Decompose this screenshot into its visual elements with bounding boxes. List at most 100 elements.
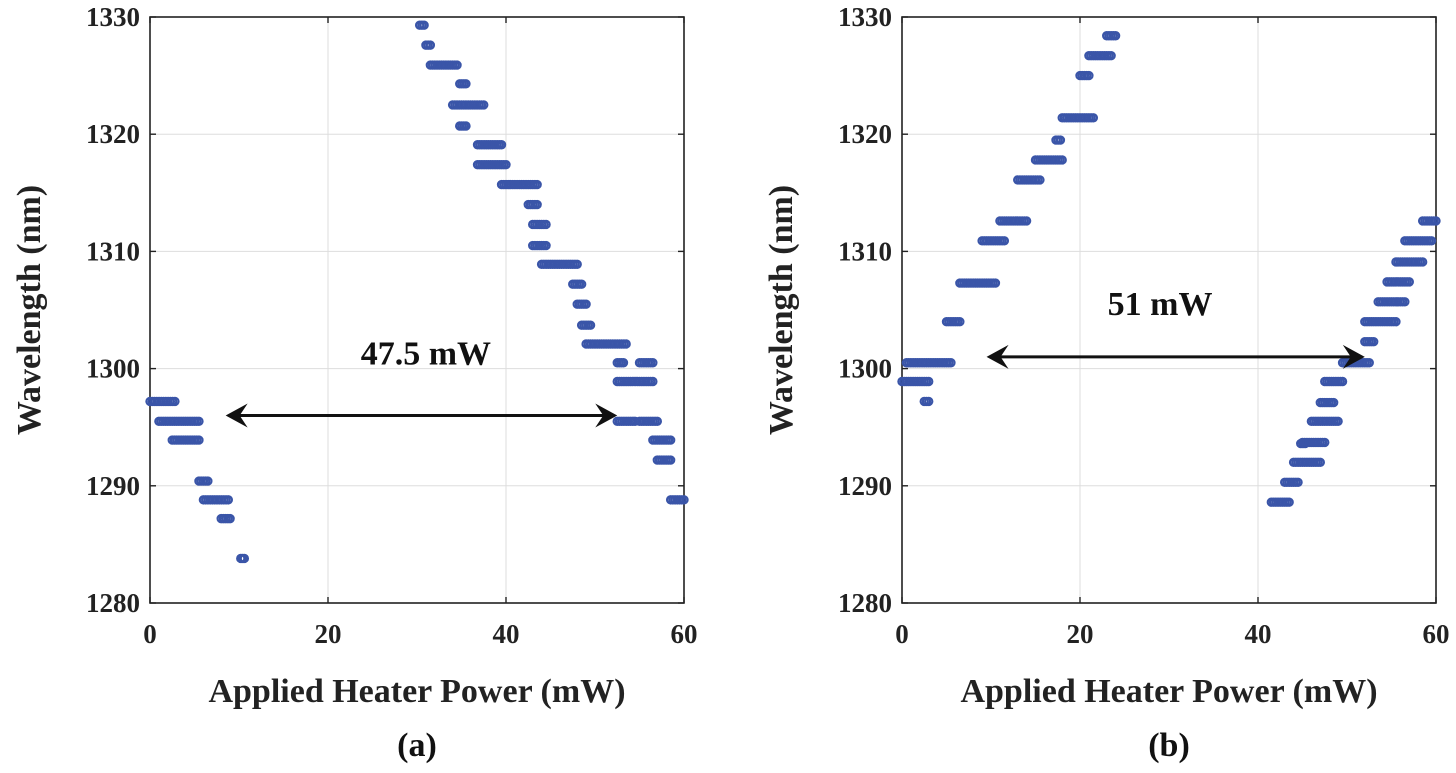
y-tick-label: 1330: [86, 2, 140, 32]
y-tick-label: 1330: [838, 2, 892, 32]
y-tick-label: 1290: [838, 471, 892, 501]
data-point: [541, 240, 551, 251]
data-point: [1293, 477, 1303, 487]
x-axis-label: Applied Heater Power (mW): [208, 673, 625, 710]
data-point: [924, 376, 934, 387]
data-point: [239, 553, 250, 564]
annotation-text: 47.5 mW: [361, 335, 491, 372]
data-points: [145, 20, 689, 564]
plot-frame: [149, 16, 685, 604]
data-point: [1315, 457, 1326, 468]
x-tick-label: 40: [1245, 619, 1272, 649]
x-axis-label: Applied Heater Power (mW): [960, 673, 1377, 710]
data-point: [621, 339, 631, 349]
y-tick-label: 1310: [86, 236, 140, 266]
data-point: [1391, 317, 1401, 327]
data-point: [203, 476, 213, 486]
data-point: [679, 495, 689, 505]
data-point: [1057, 155, 1067, 165]
x-tick-label: 20: [315, 619, 342, 649]
data-point: [1320, 437, 1330, 448]
data-point: [541, 219, 551, 230]
data-point: [955, 317, 965, 327]
data-point: [1110, 31, 1121, 41]
y-tick-label: 1310: [838, 236, 892, 266]
x-tick-label: 20: [1067, 619, 1094, 649]
data-point: [1368, 336, 1379, 347]
data-point: [665, 455, 676, 465]
data-point: [1084, 70, 1094, 81]
data-point: [576, 279, 587, 289]
data-point: [194, 435, 204, 445]
chart-panel-a: 0 20 40 60 1280 1290 1300 1310 1320 1330 Applied H…: [11, 2, 698, 764]
chart-panel-b: 0 20 40 60 1280 1290 1300 1310 1320 1330 Applied H…: [763, 2, 1450, 764]
y-tick-label: 1300: [838, 354, 892, 384]
data-point: [1337, 376, 1348, 387]
y-axis-label: Wavelength (nm): [11, 185, 48, 435]
data-point: [999, 236, 1010, 246]
arrow-head-right: [595, 403, 618, 428]
data-points: [897, 31, 1441, 507]
data-point: [990, 278, 1001, 288]
data-point: [532, 199, 542, 210]
data-point: [648, 376, 658, 387]
data-point: [581, 299, 591, 309]
y-tick-label: 1300: [86, 354, 140, 384]
arrow-head-right: [1342, 344, 1365, 369]
data-point: [452, 60, 462, 70]
double-arrow: [225, 403, 618, 428]
data-point: [618, 358, 629, 368]
y-tick-label: 1280: [838, 588, 892, 618]
data-point: [946, 358, 956, 368]
data-point: [648, 358, 658, 368]
data-point: [1088, 113, 1099, 123]
data-point: [572, 259, 582, 269]
x-tick-label: 0: [143, 619, 157, 649]
data-point: [1404, 277, 1415, 287]
x-tick-label: 0: [895, 619, 909, 649]
double-arrow: [986, 344, 1365, 369]
data-point: [425, 40, 436, 50]
y-tick-label: 1280: [86, 588, 140, 618]
data-point: [585, 320, 596, 330]
annotation-text: 51 mW: [1108, 286, 1213, 323]
plot-frame: [901, 16, 1437, 604]
y-tick-label: 1320: [86, 119, 140, 149]
panel-label: (a): [397, 727, 437, 764]
data-point: [194, 416, 204, 427]
data-point: [665, 435, 676, 445]
data-point: [1284, 497, 1294, 507]
data-point: [223, 495, 234, 505]
data-point: [496, 140, 507, 150]
data-point: [225, 513, 235, 524]
data-point: [1400, 297, 1410, 307]
data-point: [461, 79, 471, 89]
y-axis-label: Wavelength (nm): [763, 185, 800, 435]
data-point: [532, 179, 542, 190]
data-point: [419, 20, 429, 30]
arrow-head-left: [225, 403, 248, 428]
arrow-head-left: [986, 344, 1009, 369]
data-point: [1431, 216, 1441, 226]
x-tick-label: 60: [671, 619, 698, 649]
y-tick-label: 1290: [86, 471, 140, 501]
x-tick-label: 60: [1423, 619, 1450, 649]
data-point: [1417, 257, 1428, 267]
data-point: [479, 100, 489, 110]
y-tick-label: 1320: [838, 119, 892, 149]
data-point: [1333, 416, 1343, 427]
data-point: [924, 396, 934, 407]
x-tick-label: 40: [493, 619, 520, 649]
data-point: [461, 121, 471, 131]
data-point: [1426, 236, 1437, 246]
data-point: [1035, 175, 1045, 185]
data-point: [652, 416, 663, 427]
data-point: [170, 396, 180, 407]
data-point: [1021, 216, 1032, 226]
data-point: [1328, 397, 1339, 408]
data-point: [1106, 50, 1116, 61]
panel-label: (b): [1148, 727, 1190, 764]
data-point: [1364, 358, 1374, 368]
data-point: [501, 159, 511, 170]
